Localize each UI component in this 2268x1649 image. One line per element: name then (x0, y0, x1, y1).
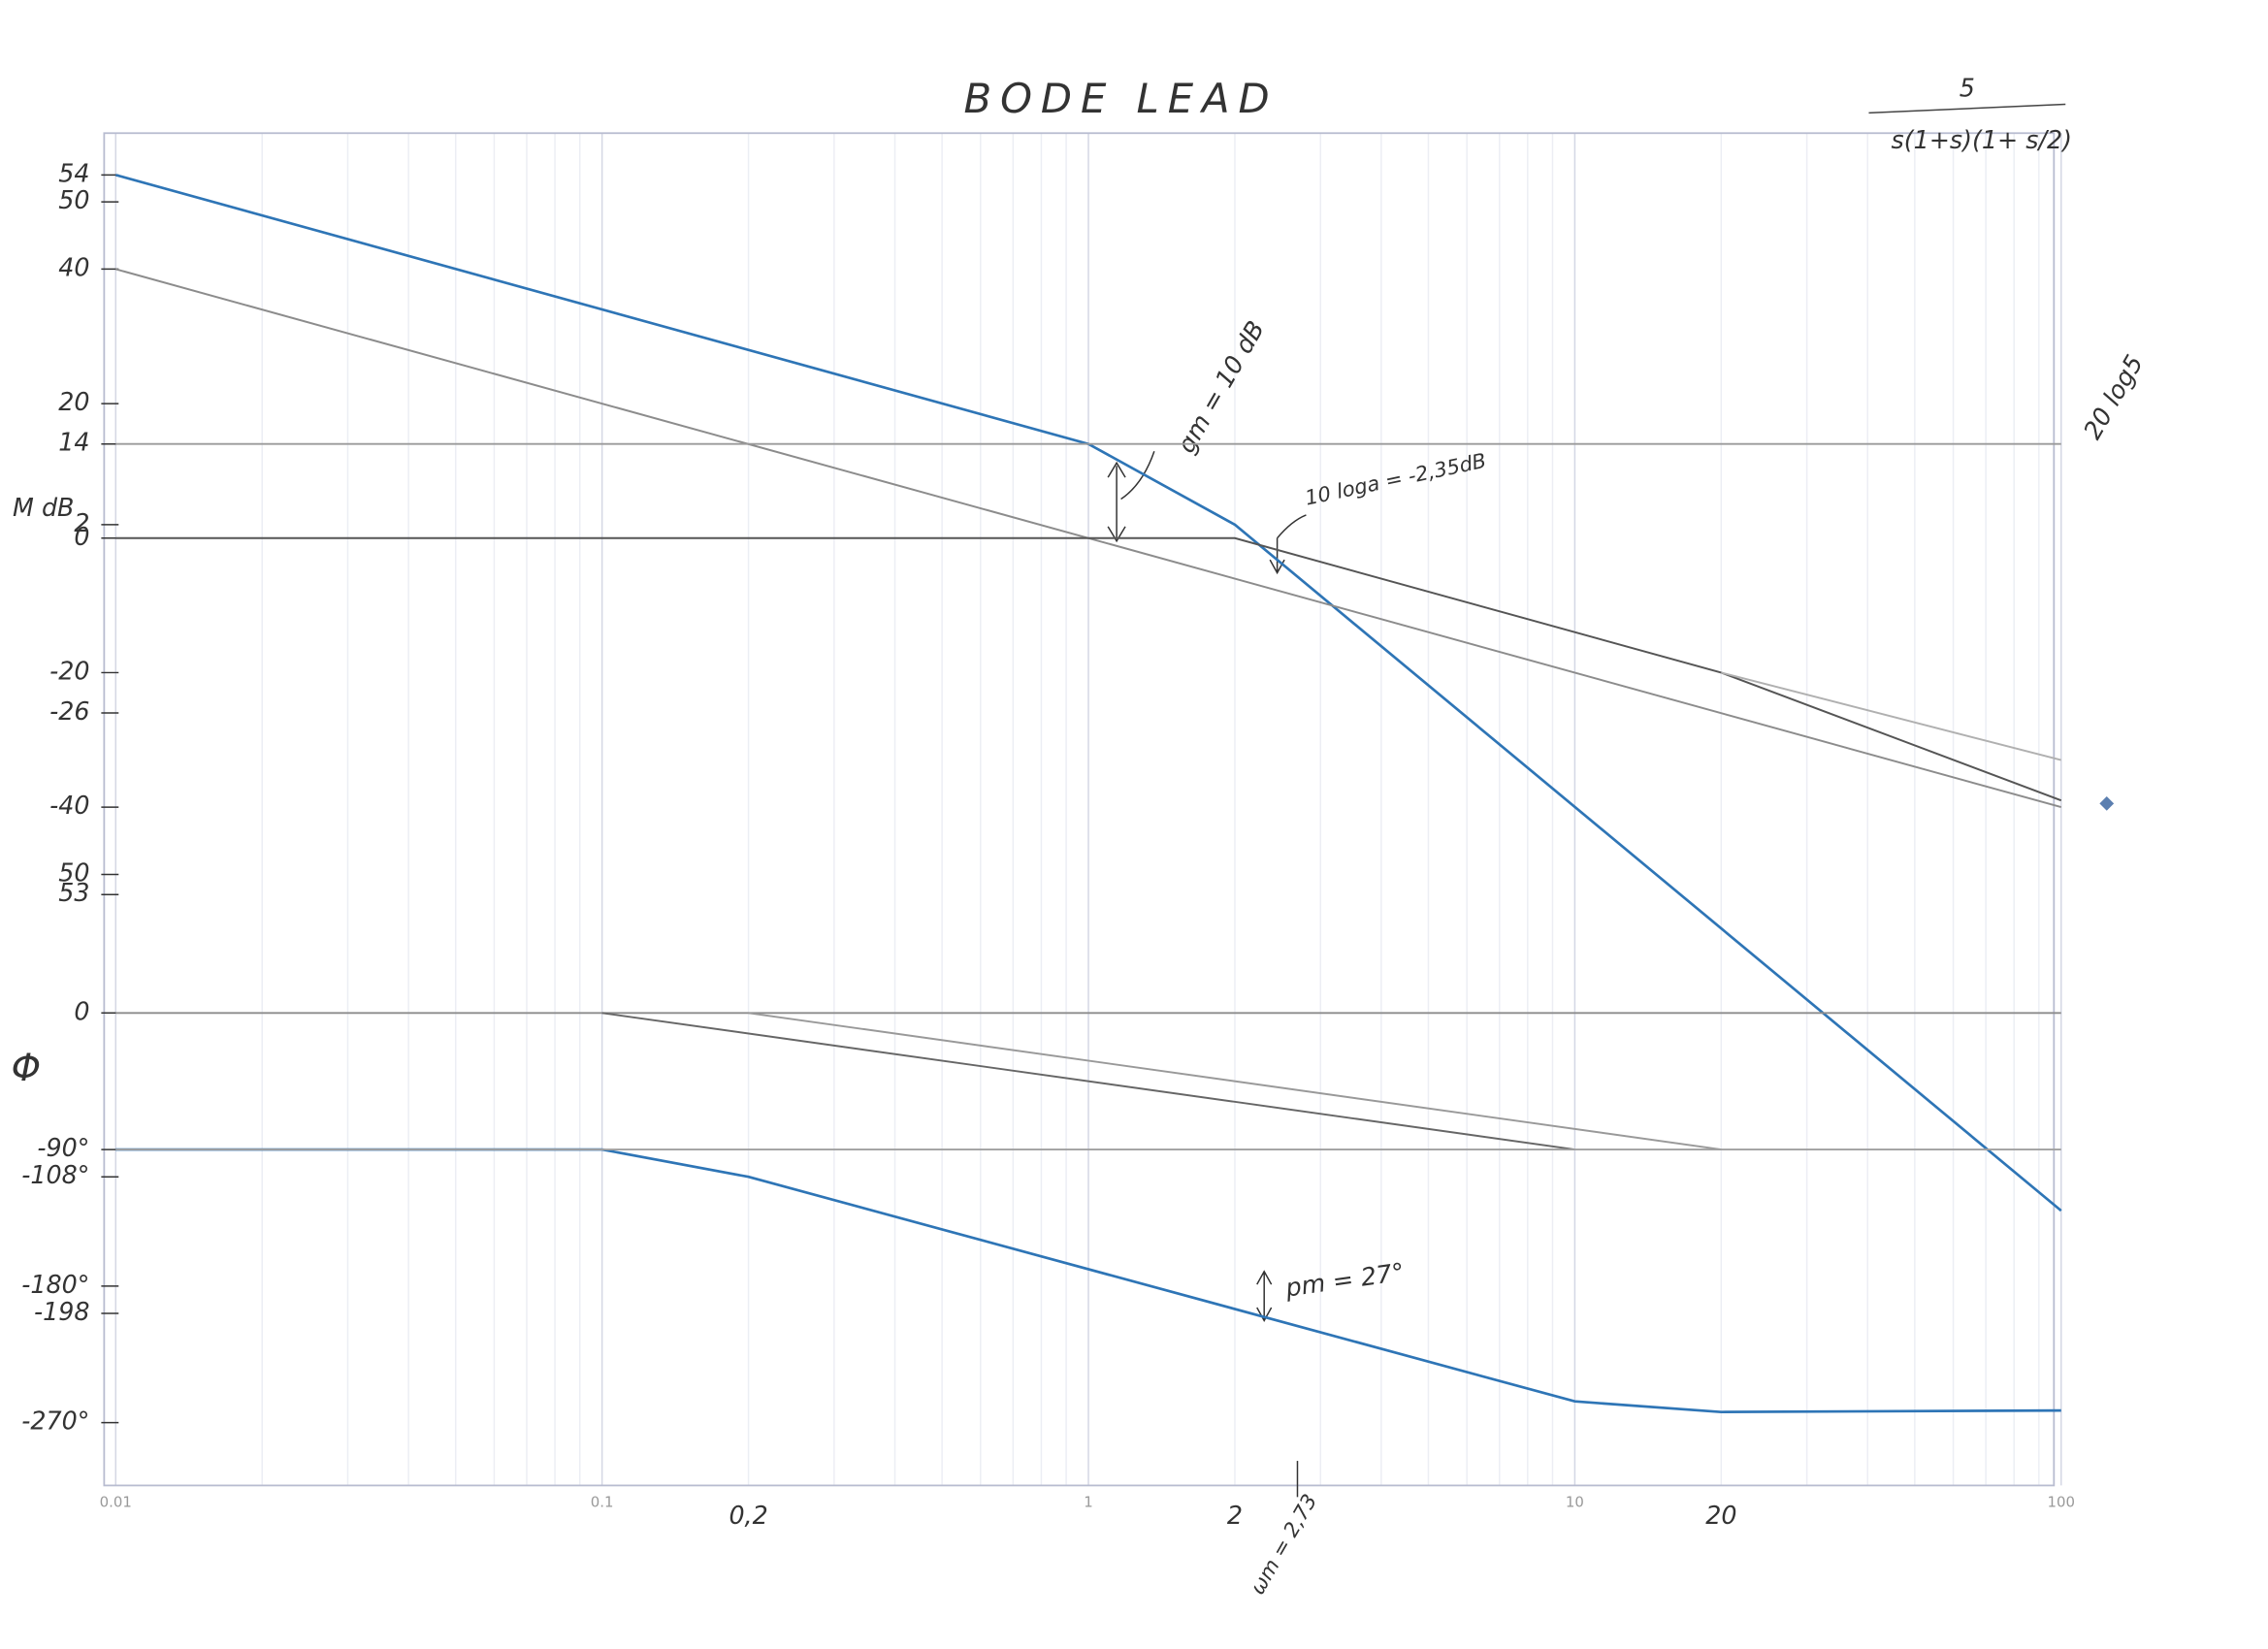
x-tick-label: 1 (1084, 1493, 1092, 1510)
annotation: 20 log5 (2077, 349, 2148, 443)
x-hand-label: 2 (1227, 1501, 1243, 1530)
y-tick-label: -198 (34, 1297, 89, 1326)
x-hand-label: 20 (1705, 1501, 1736, 1530)
dot (2099, 795, 2115, 811)
x-tick-label: 10 (1566, 1493, 1584, 1510)
y-tick-label: 54 (58, 158, 89, 187)
x-hand-label: 0,2 (729, 1501, 767, 1530)
annotation: gm = 10 dB (1171, 315, 1270, 457)
tf-numerator: 5 (1960, 74, 1975, 103)
y-tick-label: -26 (49, 696, 89, 726)
annotation: 10 loga = -2,35dB (1303, 449, 1488, 510)
y-tick-label: 0 (74, 522, 89, 551)
series-line (601, 1012, 1575, 1151)
y-tick-label: 14 (58, 428, 89, 457)
pm-arrow (1256, 1270, 1273, 1322)
y-tick-label: -20 (49, 656, 89, 685)
series-line (114, 174, 2062, 1212)
y-tick-label: -40 (49, 791, 89, 820)
y-tick-label: 2 (74, 508, 89, 537)
annotation: ωm = 2,73 (1246, 1490, 1321, 1599)
y-tick-label: 50 (58, 857, 89, 887)
x-tick-label: 0.01 (100, 1493, 132, 1510)
series-line (748, 1012, 1722, 1151)
x-tick-label: 0.1 (591, 1493, 614, 1510)
y-tick-label: 50 (58, 185, 89, 214)
y-tick-label: -108° (21, 1160, 89, 1189)
tf-denominator: s(1+s)(1+ s/2) (1892, 125, 2073, 154)
y-tick-label: 53 (58, 878, 89, 907)
series-line (115, 536, 2062, 802)
title: BODE LEAD (963, 75, 1278, 122)
y-tick-label: -180° (21, 1270, 89, 1299)
y-tick-label: -90° (37, 1133, 89, 1162)
y-tick-label: 40 (58, 252, 89, 281)
series-line (1721, 671, 2062, 761)
y-tick-label: -270° (21, 1406, 89, 1436)
x-tick-label: 100 (2048, 1493, 2075, 1510)
gm-arrow (1107, 451, 1155, 543)
a-arrow (1269, 514, 1307, 575)
y-label-mag: M dB (13, 493, 74, 522)
y-label-phase: Φ (12, 1047, 42, 1090)
y-tick-label: 0 (74, 996, 89, 1025)
annotation: pm = 27° (1282, 1257, 1406, 1303)
y-tick-label: 20 (58, 387, 89, 416)
fraction-bar (1868, 103, 2066, 114)
frame (103, 132, 2056, 1487)
